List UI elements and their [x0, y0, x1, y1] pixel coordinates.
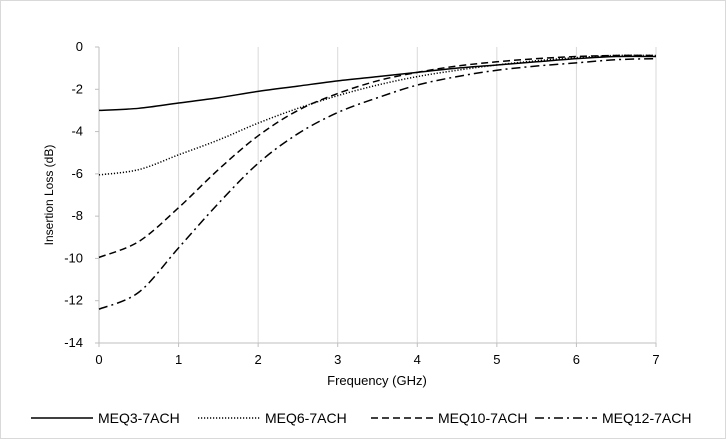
y-tick-label: 0	[76, 39, 83, 54]
x-tick-label: 6	[573, 352, 580, 367]
x-tick-label: 4	[414, 352, 421, 367]
y-tick-label: -8	[71, 208, 83, 223]
y-tick-label: -10	[64, 250, 83, 265]
x-tick-label: 7	[652, 352, 659, 367]
series-line-1	[98, 55, 657, 112]
series-line-3	[98, 54, 657, 259]
y-tick-label: -12	[64, 293, 83, 308]
axes	[95, 46, 657, 347]
y-axis-title: Insertion Loss (dB)	[42, 145, 56, 246]
series-lines	[98, 54, 657, 310]
series-line-4	[98, 57, 657, 310]
y-tick-label: -6	[71, 166, 83, 181]
legend-label-2: MEQ6-7ACH	[265, 410, 347, 426]
legend-label-3: MEQ10-7ACH	[438, 410, 527, 426]
x-axis-title: Frequency (GHz)	[327, 373, 427, 388]
legend-label-1: MEQ3-7ACH	[98, 410, 180, 426]
y-tick-label: -14	[64, 335, 83, 350]
y-tick-label: -4	[71, 124, 83, 139]
x-tick-label: 2	[255, 352, 262, 367]
x-tick-label: 1	[175, 352, 182, 367]
y-tick-label: -2	[71, 81, 83, 96]
tick-labels: 0 -2 -4 -6 -8 -10 -12 -14 0 1 2 3 4 5 6 7	[64, 39, 659, 367]
x-tick-label: 5	[493, 352, 500, 367]
grid-lines	[178, 47, 657, 343]
legend: MEQ3-7ACH MEQ6-7ACH MEQ10-7ACH MEQ12-7ACH	[31, 410, 691, 426]
x-tick-label: 0	[95, 352, 102, 367]
series-line-2	[98, 54, 657, 176]
x-tick-label: 3	[334, 352, 341, 367]
legend-label-4: MEQ12-7ACH	[602, 410, 691, 426]
